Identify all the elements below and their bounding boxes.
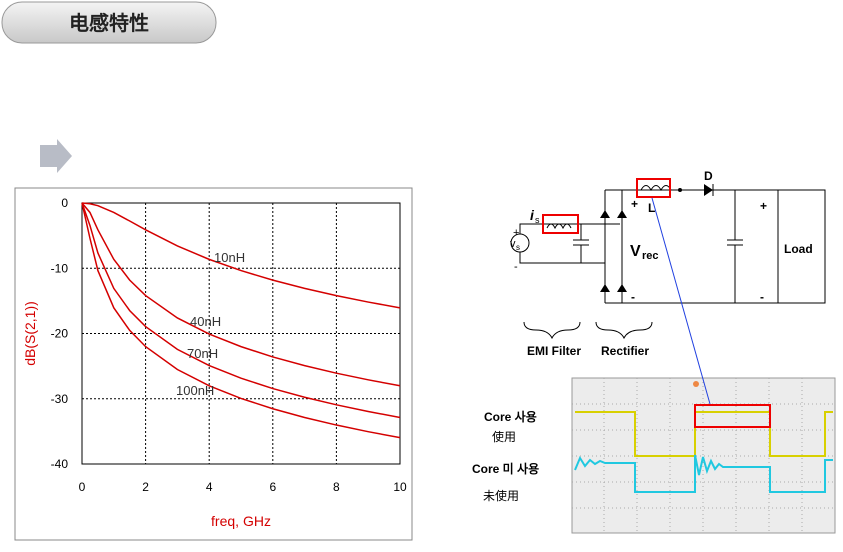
plus: + [631,197,638,211]
series-label: 10nH [214,250,245,265]
y-tick-label: -40 [51,457,69,471]
plot-area [81,202,401,465]
with-core: Core 사용 [484,409,537,424]
y-axis-label: dB(S(2,1)) [22,301,38,366]
series-label: 70nH [187,346,218,361]
inductor-label: L [648,201,655,215]
minus: - [760,290,764,304]
wires [519,189,826,304]
plus: + [513,227,519,239]
filter-label: EMI Filter [527,344,581,358]
x-tick-label: 10 [393,480,407,494]
plus: + [760,199,767,213]
marker [693,381,699,387]
x-tick-label: 8 [333,480,340,494]
x-tick-label: 4 [206,480,213,494]
x-tick-label: 6 [269,480,276,494]
diode-label: D [704,169,713,183]
trace-cyan [574,454,833,493]
vs-label: v [510,238,516,250]
filter-inductor-box [542,214,579,234]
x-tick-label: 0 [79,480,86,494]
y-tick-label: -30 [51,392,69,406]
vrec-sub: rec [642,250,659,262]
x-tick-label: 2 [142,480,149,494]
series-label: 100nH [176,383,214,398]
series-line [81,202,401,387]
minus: - [631,290,635,304]
series-line [81,202,401,419]
x-axis-label: freq, GHz [211,513,271,529]
oscilloscope [571,377,836,534]
chart-frame [14,187,413,541]
connector [651,197,711,405]
without-core-cn: 未使用 [483,488,519,503]
series-label: 40nH [190,314,221,329]
node [678,188,682,192]
scope-box [694,404,771,428]
trace-yellow [575,411,833,457]
minus: - [514,261,518,273]
y-tick-label: 0 [61,196,68,210]
inductor-box [636,178,671,198]
y-tick-label: -20 [51,327,69,341]
series-line [81,202,401,439]
with-core-cn: 使用 [492,429,516,444]
load-label: Load [784,242,813,256]
vs-sub: s [516,243,520,252]
without-core: Core 미 사용 [472,461,539,476]
slide-title: 电感特性 [69,11,149,35]
diodes [600,184,713,292]
rectifier-label: Rectifier [601,344,649,358]
series-line [81,202,401,309]
is-sub: s [535,215,540,225]
title-pill [1,1,217,44]
arrow-icon [40,139,72,173]
inductors [546,185,672,230]
is-label: i [530,207,535,223]
chart: 0 2 4 6 8 10 0 -10 -20 -30 -40 freq, GHz dB(S(2,1)) 1… [22,196,407,529]
circuit: i s v s + - + - + - L D V rec Load EMI F… [510,169,826,358]
braces [523,321,653,340]
vrec-label: V [630,243,641,260]
y-tick-label: -10 [51,261,69,275]
